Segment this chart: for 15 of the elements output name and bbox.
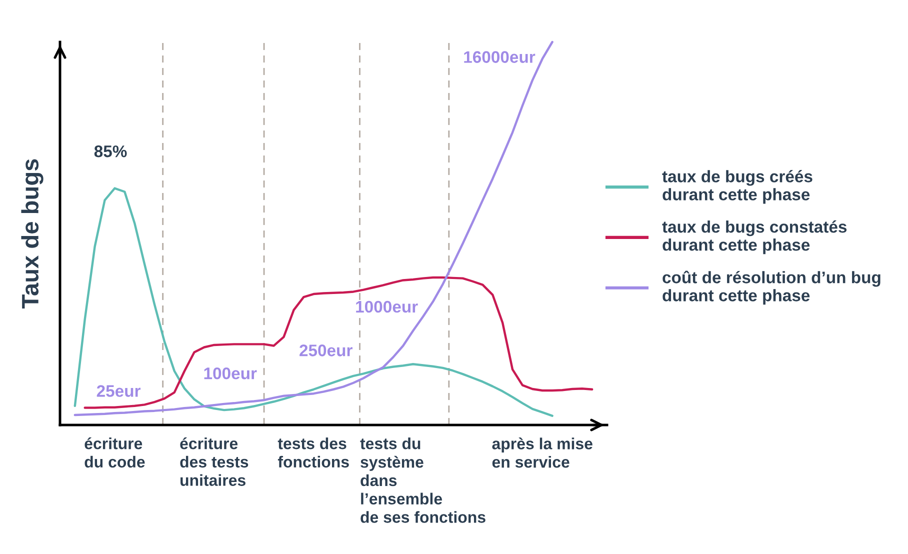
annotation: 100eur	[204, 368, 257, 380]
annotation: 16000eur	[464, 51, 536, 63]
x-tick-label: écriture des tests unitaires	[180, 437, 248, 486]
annotation: 25eur	[96, 385, 141, 397]
annotation: 1000eur	[356, 300, 418, 313]
y-axis-title: Taux de bugs	[21, 159, 44, 308]
x-tick-label: après la mise en service	[492, 438, 592, 468]
annotation: 85%	[94, 145, 127, 158]
x-tick-label: tests des fonctions	[278, 438, 349, 468]
x-tick-label: écriture du code	[84, 437, 145, 468]
legend-label: taux de bugs créés durant cette phase	[662, 170, 812, 204]
legend-label: coût de résolution d’un bug durant cette phase	[662, 270, 880, 305]
x-tick-label: tests du système dans l’ensemble de ses fonctions	[360, 438, 486, 523]
legend-label: taux de bugs constatés durant cette phase	[662, 220, 847, 254]
annotation: 250eur	[300, 344, 352, 356]
